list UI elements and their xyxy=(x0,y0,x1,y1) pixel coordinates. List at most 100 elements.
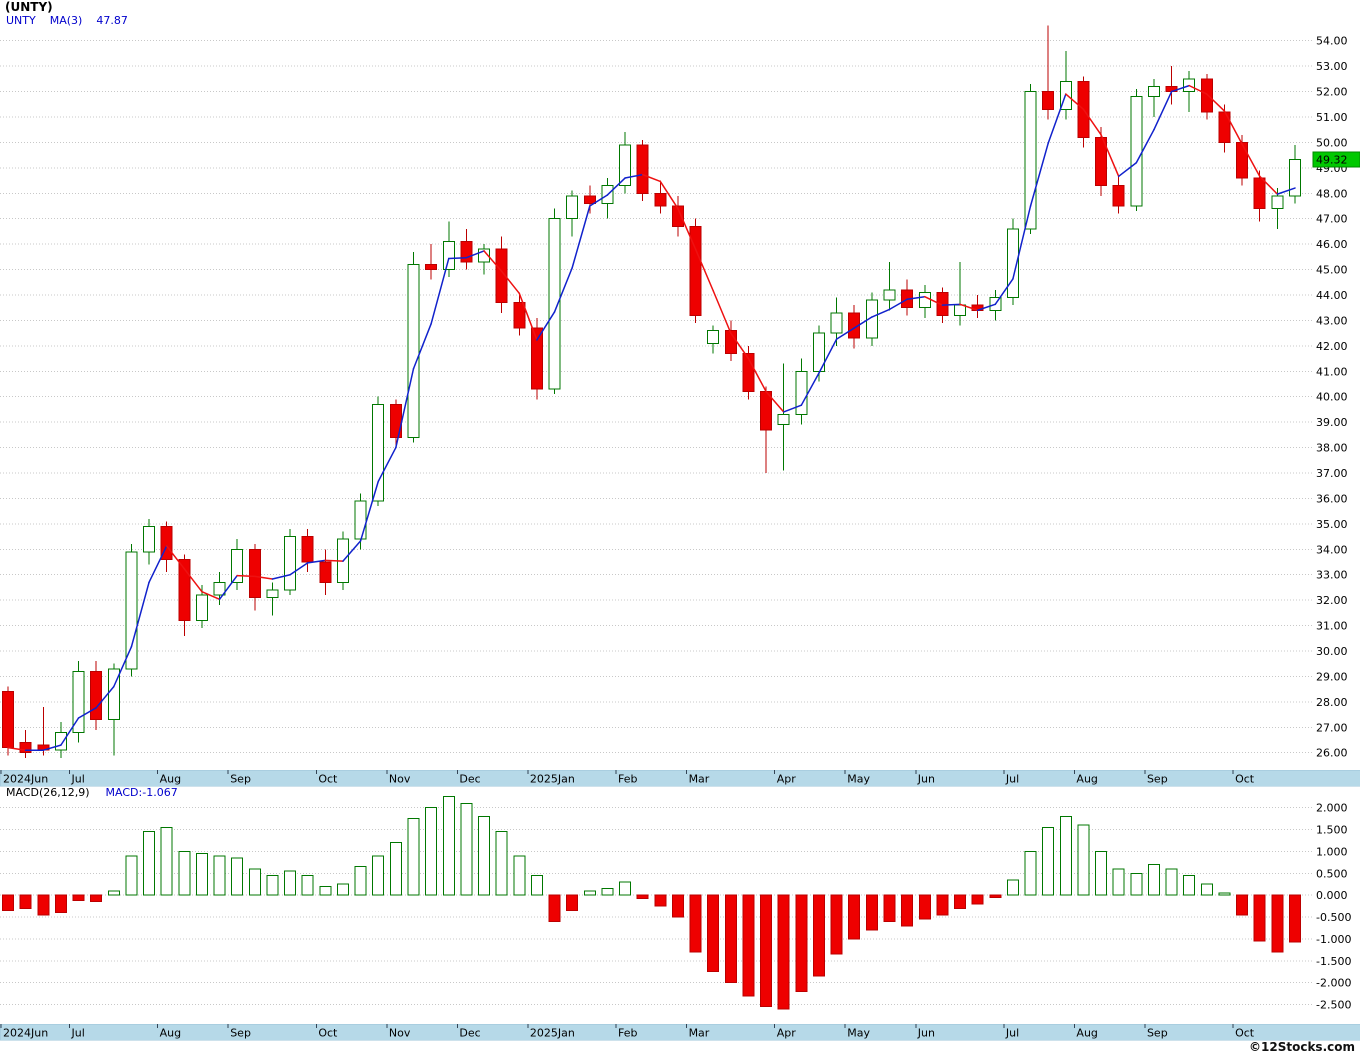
ma3-line-segment xyxy=(571,205,591,269)
macd-axis-label: 0.500 xyxy=(1316,867,1348,880)
macd-bar-negative xyxy=(90,894,103,903)
month-label: Apr xyxy=(777,773,797,786)
price-axis-label: 46.00 xyxy=(1316,238,1348,251)
ma3-line-segment xyxy=(165,545,186,570)
macd-bar-positive xyxy=(178,850,191,896)
macd-bar-positive xyxy=(389,842,402,896)
month-label: Dec xyxy=(459,1027,480,1040)
ma3-line-segment xyxy=(1258,175,1279,195)
macd-bar-positive xyxy=(583,890,596,896)
macd-axis-label: 2.000 xyxy=(1316,802,1348,815)
ma3-line-segment xyxy=(342,540,362,562)
candle-body-up xyxy=(812,332,825,372)
ma3-line-segment xyxy=(747,357,767,393)
candle-body-up xyxy=(865,299,878,339)
candle-body-up xyxy=(1147,85,1160,98)
candle-body-down xyxy=(530,327,543,390)
candle-body-down xyxy=(936,291,949,316)
macd-axis-label: -1.000 xyxy=(1316,933,1351,946)
candle-body-down xyxy=(2,691,14,749)
ma3-line-segment xyxy=(1029,142,1049,207)
macd-bar-negative xyxy=(671,894,684,918)
candle-body-up xyxy=(1006,228,1019,299)
macd-axis-label: -2.000 xyxy=(1316,977,1351,990)
macd-bar-negative xyxy=(54,894,67,914)
candle-body-down xyxy=(636,144,649,194)
ma3-line-segment xyxy=(1065,93,1085,111)
price-axis-label: 54.00 xyxy=(1316,35,1348,48)
macd-bar-positive xyxy=(601,888,614,896)
month-label: Mar xyxy=(689,773,710,786)
ma3-line-segment xyxy=(483,250,503,273)
macd-bar-negative xyxy=(1271,894,1284,953)
macd-bar-positive xyxy=(513,855,526,896)
price-axis-label: 42.00 xyxy=(1316,340,1348,353)
macd-bar-negative xyxy=(777,894,790,1010)
ma3-line-segment xyxy=(359,480,379,542)
candle-body-down xyxy=(160,525,173,560)
macd-bar-negative xyxy=(954,894,967,909)
macd-legend: MACD(26,12,9) MACD:-1.067 xyxy=(6,786,178,799)
macd-bar-positive xyxy=(231,857,244,896)
month-label: Jul xyxy=(71,1027,85,1040)
macd-bar-positive xyxy=(248,868,261,896)
macd-bar-positive xyxy=(336,883,349,896)
macd-bar-negative xyxy=(636,894,649,900)
last-price-badge-value: 49.32 xyxy=(1316,154,1348,167)
month-label: 2025Jan xyxy=(530,1027,575,1040)
price-axis-label: 39.00 xyxy=(1316,416,1348,429)
macd-bar-negative xyxy=(795,894,808,992)
macd-bar-negative xyxy=(689,894,702,953)
macd-bar-negative xyxy=(989,894,1002,898)
candle-body-up xyxy=(830,312,843,334)
month-label: 2024Jun xyxy=(3,1027,48,1040)
candle-body-down xyxy=(1253,177,1266,210)
candle-body-up xyxy=(1130,96,1143,207)
macd-axis-label: -2.500 xyxy=(1316,999,1351,1012)
ma3-line-segment xyxy=(659,180,679,210)
macd-bar-negative xyxy=(936,894,949,916)
ma3-line-segment xyxy=(95,685,115,709)
ma3-line-segment xyxy=(254,575,274,580)
price-axis-label: 33.00 xyxy=(1316,569,1348,582)
macd-bar-positive xyxy=(213,855,226,896)
x-axis-band xyxy=(0,1023,1360,1041)
ma3-line-segment xyxy=(1153,90,1173,131)
ma3-line-segment xyxy=(77,707,97,719)
macd-axis-label: 0.000 xyxy=(1316,889,1348,902)
candle-body-up xyxy=(777,414,790,426)
macd-bar-positive xyxy=(1130,872,1143,896)
last-price-badge xyxy=(1312,151,1360,168)
price-axis-label: 30.00 xyxy=(1316,645,1348,658)
ma3-line-segment xyxy=(1117,162,1138,178)
month-label: Aug xyxy=(1076,1027,1097,1040)
price-axis-label: 27.00 xyxy=(1316,721,1348,734)
candle-body-up xyxy=(883,289,896,301)
macd-params-label: MACD(26,12,9) xyxy=(6,786,90,799)
price-axis-label: 40.00 xyxy=(1316,391,1348,404)
macd-bar-negative xyxy=(37,894,50,916)
candle-body-down xyxy=(742,352,755,393)
ma3-line-segment xyxy=(818,338,838,374)
ma3-line-segment xyxy=(130,581,150,648)
candle-body-down xyxy=(460,241,473,263)
ma3-line-segment xyxy=(1047,93,1067,145)
candle-body-up xyxy=(442,241,455,271)
candle-body-up xyxy=(566,195,579,220)
candle-body-down xyxy=(248,548,261,599)
ma3-line-segment xyxy=(395,367,415,449)
ma3-line-segment xyxy=(606,177,626,196)
month-label: May xyxy=(847,773,870,786)
month-label: Feb xyxy=(618,1027,637,1040)
ma3-line-segment xyxy=(1012,205,1032,280)
ma3-line-segment xyxy=(430,257,450,325)
macd-bar-positive xyxy=(530,874,543,896)
ma3-line-segment xyxy=(1082,108,1102,136)
candle-body-up xyxy=(1024,91,1037,230)
ma3-line-segment xyxy=(412,323,432,370)
ma3-line-segment xyxy=(183,568,203,593)
ma3-line-segment xyxy=(765,390,785,413)
macd-bar-positive xyxy=(266,874,279,896)
